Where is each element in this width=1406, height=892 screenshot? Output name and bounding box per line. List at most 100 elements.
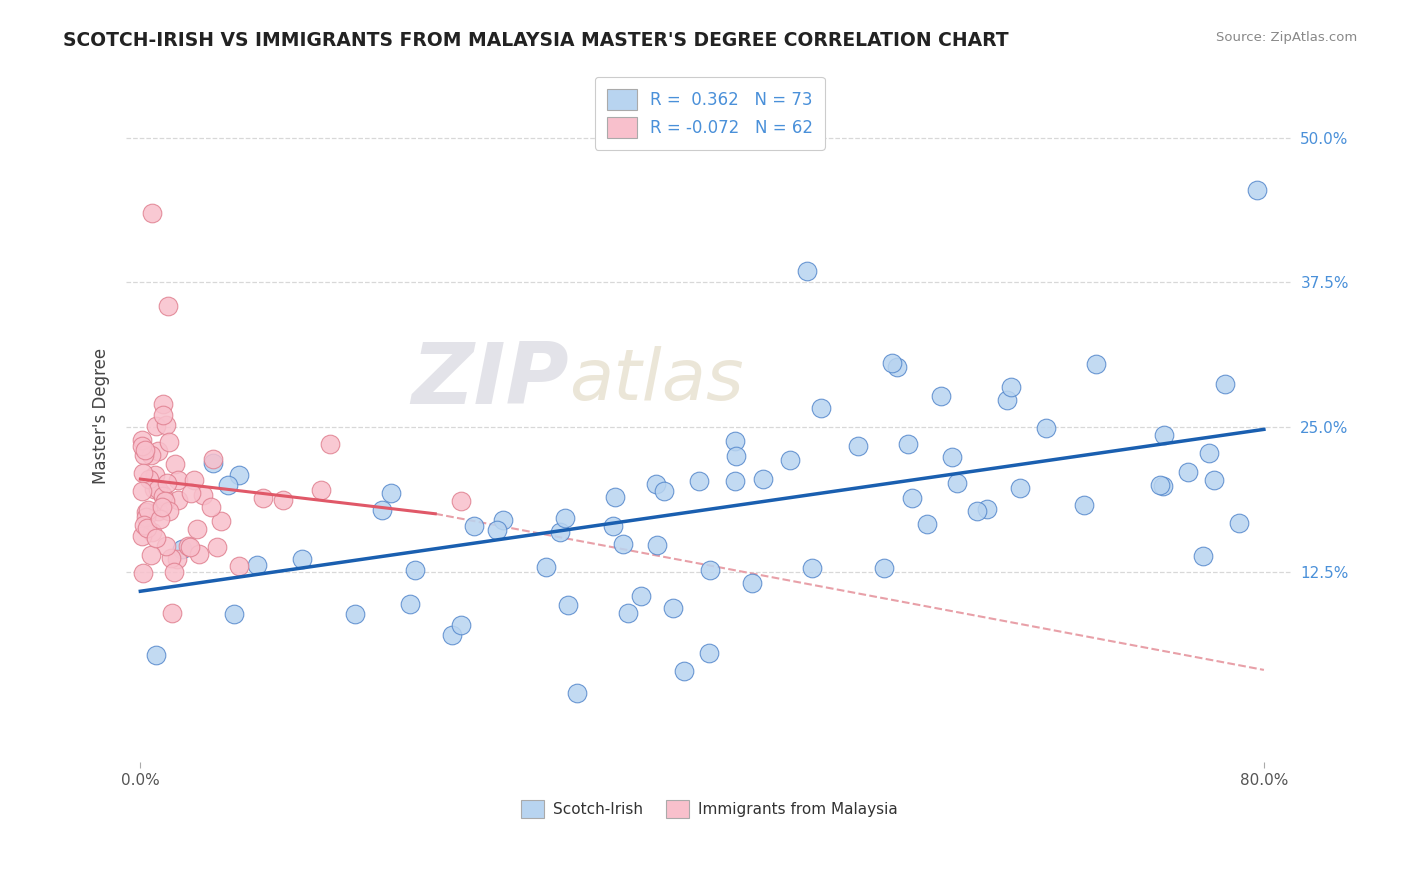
Point	[779, 452, 801, 467]
Point	[131, 566, 153, 580]
Point	[550, 524, 572, 539]
Point	[724, 434, 747, 448]
Point	[645, 538, 668, 552]
Point	[557, 599, 579, 613]
Point	[136, 503, 159, 517]
Point	[1152, 479, 1174, 493]
Point	[846, 439, 869, 453]
Point	[179, 540, 201, 554]
Point	[880, 356, 903, 370]
Point	[699, 562, 721, 576]
Point	[143, 482, 166, 496]
Point	[200, 500, 222, 514]
Point	[167, 473, 190, 487]
Point	[153, 494, 176, 508]
Point	[152, 487, 174, 501]
Point	[187, 547, 209, 561]
Point	[291, 552, 314, 566]
Point	[166, 552, 188, 566]
Point	[752, 472, 775, 486]
Point	[602, 519, 624, 533]
Point	[450, 494, 472, 508]
Point	[946, 476, 969, 491]
Point	[1153, 428, 1175, 442]
Point	[995, 392, 1018, 407]
Point	[1192, 549, 1215, 563]
Text: ZIP: ZIP	[412, 339, 569, 422]
Point	[152, 397, 174, 411]
Point	[652, 483, 675, 498]
Point	[167, 493, 190, 508]
Point	[157, 435, 180, 450]
Point	[141, 448, 163, 462]
Point	[309, 483, 332, 497]
Point	[915, 516, 938, 531]
Point	[148, 443, 170, 458]
Point	[697, 646, 720, 660]
Point	[941, 450, 963, 464]
Point	[177, 539, 200, 553]
Point	[370, 503, 392, 517]
Point	[134, 442, 156, 457]
Point	[616, 607, 638, 621]
Text: SCOTCH-IRISH VS IMMIGRANTS FROM MALAYSIA MASTER'S DEGREE CORRELATION CHART: SCOTCH-IRISH VS IMMIGRANTS FROM MALAYSIA…	[63, 31, 1010, 50]
Point	[662, 601, 685, 615]
Point	[207, 541, 229, 555]
Point	[132, 466, 155, 480]
Point	[645, 477, 668, 491]
Point	[723, 474, 745, 488]
Point	[1229, 516, 1251, 531]
Point	[131, 439, 153, 453]
Point	[1008, 481, 1031, 495]
Point	[1149, 478, 1171, 492]
Y-axis label: Master's Degree: Master's Degree	[93, 347, 110, 483]
Point	[612, 537, 634, 551]
Point	[131, 483, 153, 498]
Point	[441, 628, 464, 642]
Point	[202, 456, 225, 470]
Point	[135, 505, 157, 519]
Point	[150, 500, 173, 515]
Legend: Scotch-Irish, Immigrants from Malaysia: Scotch-Irish, Immigrants from Malaysia	[515, 794, 904, 824]
Point	[486, 523, 509, 537]
Point	[134, 448, 156, 462]
Point	[135, 509, 157, 524]
Point	[145, 648, 167, 662]
Point	[534, 560, 557, 574]
Point	[897, 437, 920, 451]
Point	[160, 550, 183, 565]
Point	[165, 457, 187, 471]
Point	[145, 468, 167, 483]
Point	[186, 523, 208, 537]
Point	[380, 486, 402, 500]
Point	[252, 491, 274, 506]
Point	[565, 686, 588, 700]
Point	[886, 359, 908, 374]
Point	[931, 389, 953, 403]
Point	[603, 491, 626, 505]
Point	[796, 264, 818, 278]
Point	[873, 561, 896, 575]
Point	[673, 664, 696, 678]
Point	[163, 566, 186, 580]
Point	[148, 504, 170, 518]
Point	[209, 514, 232, 528]
Point	[630, 590, 652, 604]
Point	[146, 482, 169, 496]
Point	[1035, 421, 1057, 435]
Point	[156, 475, 179, 490]
Point	[170, 541, 193, 556]
Point	[138, 472, 160, 486]
Point	[145, 419, 167, 434]
Point	[1246, 183, 1268, 197]
Point	[191, 487, 214, 501]
Point	[741, 575, 763, 590]
Point	[139, 548, 162, 562]
Point	[399, 597, 422, 611]
Point	[141, 206, 163, 220]
Point	[1177, 465, 1199, 479]
Point	[183, 473, 205, 487]
Point	[463, 518, 485, 533]
Point	[228, 467, 250, 482]
Text: Source: ZipAtlas.com: Source: ZipAtlas.com	[1216, 31, 1357, 45]
